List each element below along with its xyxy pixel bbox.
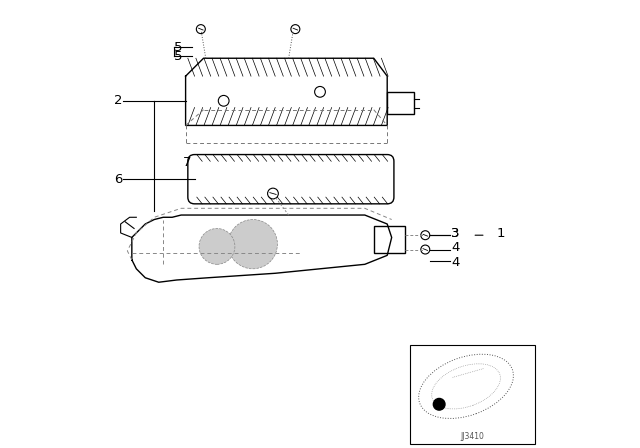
FancyBboxPatch shape [188, 155, 394, 204]
Text: JJ3410: JJ3410 [460, 432, 484, 441]
Circle shape [199, 228, 235, 264]
Ellipse shape [419, 354, 513, 418]
Circle shape [228, 220, 278, 269]
FancyBboxPatch shape [374, 226, 405, 253]
Text: 4: 4 [451, 241, 460, 254]
Text: 5: 5 [174, 40, 183, 54]
Text: 1: 1 [497, 227, 506, 241]
Circle shape [433, 398, 445, 410]
Text: 6: 6 [114, 172, 122, 186]
Text: 7: 7 [184, 155, 192, 169]
Ellipse shape [431, 364, 500, 409]
Text: 5: 5 [174, 49, 183, 63]
Text: 3: 3 [451, 227, 460, 241]
Text: 3: 3 [451, 227, 460, 241]
Text: 2: 2 [114, 94, 122, 108]
FancyBboxPatch shape [387, 92, 414, 114]
FancyBboxPatch shape [410, 345, 535, 444]
Text: 4: 4 [451, 255, 460, 269]
